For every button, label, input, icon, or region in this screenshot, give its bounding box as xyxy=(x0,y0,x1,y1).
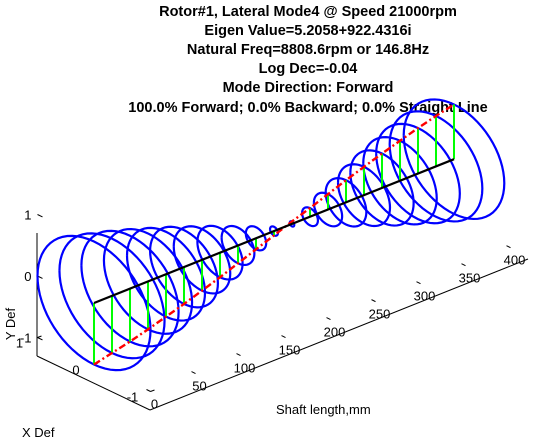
orbit-ellipse xyxy=(362,136,438,226)
deflected-shape-line xyxy=(93,103,455,366)
orbit-ellipse xyxy=(80,229,180,348)
shaft-tick-mark xyxy=(236,353,241,356)
shaft-centerline xyxy=(93,158,455,305)
y-def-axis-label: Y Def xyxy=(3,307,18,340)
shaft-tick-label: 250 xyxy=(369,307,391,322)
shaft-tick-label: 150 xyxy=(279,343,301,358)
shaft-tick-mark xyxy=(506,245,511,249)
y-def-tick-mark xyxy=(37,214,43,218)
title-line-2: Eigen Value=5.2058+922.4316i xyxy=(204,23,411,39)
orbit-ellipse xyxy=(196,224,244,281)
shaft-tick-mark xyxy=(191,371,196,374)
shaft-tick-label: 0 xyxy=(151,397,158,412)
orbit-ellipse xyxy=(220,224,256,267)
orbit-ellipse xyxy=(102,227,194,335)
shaft-tick-mark xyxy=(371,299,376,303)
shaft-tick-label: 350 xyxy=(459,271,481,286)
orbit-ellipse xyxy=(300,206,320,228)
x-def-axis-line xyxy=(36,355,151,411)
y-def-tick-label: 0 xyxy=(24,269,31,284)
x-def-axis-label: X Def xyxy=(22,425,55,440)
shaft-tick-label: 50 xyxy=(192,379,206,394)
title-line-4: Log Dec=-0.04 xyxy=(259,61,358,77)
axis-labels: Shaft length,mm X Def Y Def xyxy=(3,307,371,440)
axes xyxy=(36,233,529,411)
x-def-tick-mark xyxy=(37,335,42,338)
shaft-tick-mark xyxy=(281,335,286,339)
mode-shape-data xyxy=(36,98,506,372)
x-def-tick-label: -1 xyxy=(127,390,139,405)
title-line-1: Rotor#1, Lateral Mode4 @ Speed 21000rpm xyxy=(159,4,457,20)
x-def-tick-label: 0 xyxy=(72,363,79,378)
title-line-6: 100.0% Forward; 0.0% Backward; 0.0% Stra… xyxy=(128,100,487,116)
shaft-tick-label: 200 xyxy=(324,325,346,340)
x-def-tick-mark xyxy=(150,389,155,392)
orbit-ellipse xyxy=(388,110,484,223)
orbit-ellipse xyxy=(402,98,506,221)
shaft-tick-label: 400 xyxy=(504,253,526,268)
shaft-tick-mark xyxy=(416,281,421,285)
orbit-ellipse xyxy=(172,225,232,295)
orbit-ellipse xyxy=(375,122,461,225)
orbit-ellipse xyxy=(312,191,344,228)
shaft-tick-label: 100 xyxy=(234,361,256,376)
title-line-3: Natural Freq=8808.6rpm or 146.8Hz xyxy=(187,42,429,58)
orbit-ellipse xyxy=(58,232,166,360)
shaft-tick-label: 300 xyxy=(414,289,436,304)
x-axis-label: Shaft length,mm xyxy=(276,402,371,417)
chart-title: Rotor#1, Lateral Mode4 @ Speed 21000rpm … xyxy=(128,4,487,116)
shaft-tick-mark xyxy=(461,263,466,267)
y-def-tick-label: -1 xyxy=(20,331,32,346)
orbit-ellipse xyxy=(324,177,368,228)
orbit-ellipse xyxy=(149,225,220,309)
x-def-tick-label: 1 xyxy=(16,336,23,351)
shaft-axis-line xyxy=(149,258,529,411)
title-line-5: Mode Direction: Forward xyxy=(223,80,394,96)
orbit-ellipse xyxy=(244,225,268,252)
shaft-tick-mark xyxy=(146,389,151,392)
y-def-tick-mark xyxy=(37,337,43,341)
y-def-tick-label: 1 xyxy=(24,208,31,223)
shaft-tick-mark xyxy=(326,317,331,321)
